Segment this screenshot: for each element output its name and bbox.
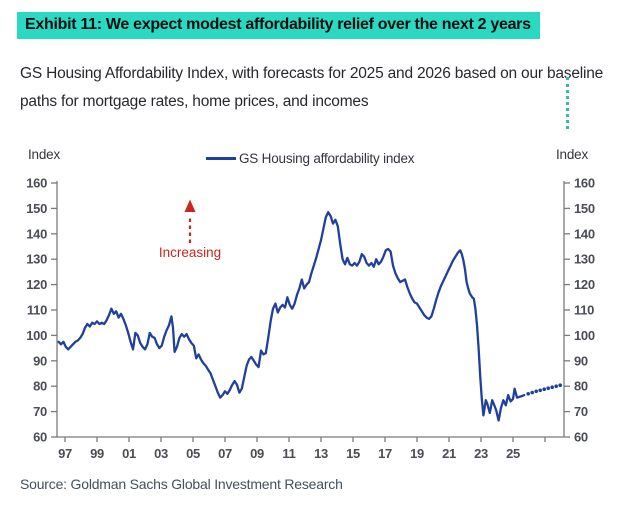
forecast-dot xyxy=(558,383,562,388)
x-axis-tick-label: 03 xyxy=(154,446,168,461)
right-axis-tick-label: 100 xyxy=(574,328,595,343)
x-axis-tick-label: 13 xyxy=(314,446,328,461)
chart-legend: GS Housing affordability index xyxy=(206,150,415,167)
left-axis-tick-label: 120 xyxy=(26,277,47,292)
forecast-dot xyxy=(554,384,558,389)
right-axis-tick-label: 120 xyxy=(574,277,595,292)
x-axis-tick-label: 07 xyxy=(218,446,232,461)
x-axis-tick-label: 17 xyxy=(378,446,392,461)
legend-line-swatch xyxy=(206,157,236,160)
left-axis-tick-label: 80 xyxy=(33,379,47,394)
x-axis-tick-label: 21 xyxy=(442,446,456,461)
exhibit-title-bar: Exhibit 11: We expect modest affordabili… xyxy=(17,12,540,39)
right-axis-tick-label: 90 xyxy=(574,353,588,368)
x-axis-tick-label: 15 xyxy=(346,446,360,461)
right-axis-tick-label: 110 xyxy=(574,303,594,318)
x-axis-tick-label: 09 xyxy=(250,446,264,461)
forecast-dot xyxy=(550,385,554,390)
right-axis-tick-label: 150 xyxy=(574,201,595,216)
right-axis-tick-label: 60 xyxy=(574,430,588,445)
chart-description: GS Housing Affordability Index, with for… xyxy=(20,65,604,110)
forecast-dot xyxy=(526,392,530,396)
right-axis-tick-label: 130 xyxy=(574,252,595,267)
x-axis-tick-label: 01 xyxy=(122,446,136,461)
x-axis-tick-label: 97 xyxy=(58,446,72,461)
exhibit-title: Exhibit 11: We expect modest affordabili… xyxy=(25,16,531,33)
x-axis-tick-label: 25 xyxy=(506,446,520,461)
right-axis-tick-label: 140 xyxy=(574,226,595,241)
left-axis-tick-label: 100 xyxy=(26,328,47,343)
source-note: Source: Goldman Sachs Global Investment … xyxy=(20,476,343,492)
dotted-teal-marker xyxy=(566,77,569,129)
affordability-index-line xyxy=(57,211,526,422)
forecast-dot xyxy=(542,387,546,392)
x-axis-tick-label: 99 xyxy=(90,446,104,461)
forecast-dot xyxy=(530,390,534,395)
forecast-dot xyxy=(538,388,542,393)
left-axis-title: Index xyxy=(28,147,61,162)
right-axis-tick-label: 80 xyxy=(574,379,588,394)
left-axis-tick-label: 130 xyxy=(26,252,47,267)
left-axis-tick-label: 150 xyxy=(26,201,47,216)
left-axis-tick-label: 110 xyxy=(27,303,47,318)
x-axis-tick-label: 19 xyxy=(410,446,424,461)
x-axis-tick-label: 23 xyxy=(474,446,488,461)
left-axis-tick-label: 140 xyxy=(26,226,47,241)
increasing-arrow-head xyxy=(184,199,196,212)
legend-label: GS Housing affordability index xyxy=(239,151,415,166)
x-axis-tick-label: 11 xyxy=(282,446,295,461)
right-axis-title: Index xyxy=(556,147,589,162)
right-axis-tick-label: 70 xyxy=(574,404,588,419)
forecast-dot xyxy=(534,389,538,394)
left-axis-tick-label: 60 xyxy=(33,430,47,445)
increasing-label: Increasing xyxy=(159,245,221,260)
x-axis-tick-label: 05 xyxy=(186,446,200,461)
left-axis-tick-label: 90 xyxy=(33,353,47,368)
left-axis-tick-label: 70 xyxy=(33,404,47,419)
right-axis-tick-label: 160 xyxy=(574,176,595,191)
left-axis-tick-label: 160 xyxy=(26,176,47,191)
forecast-dot xyxy=(546,386,550,391)
